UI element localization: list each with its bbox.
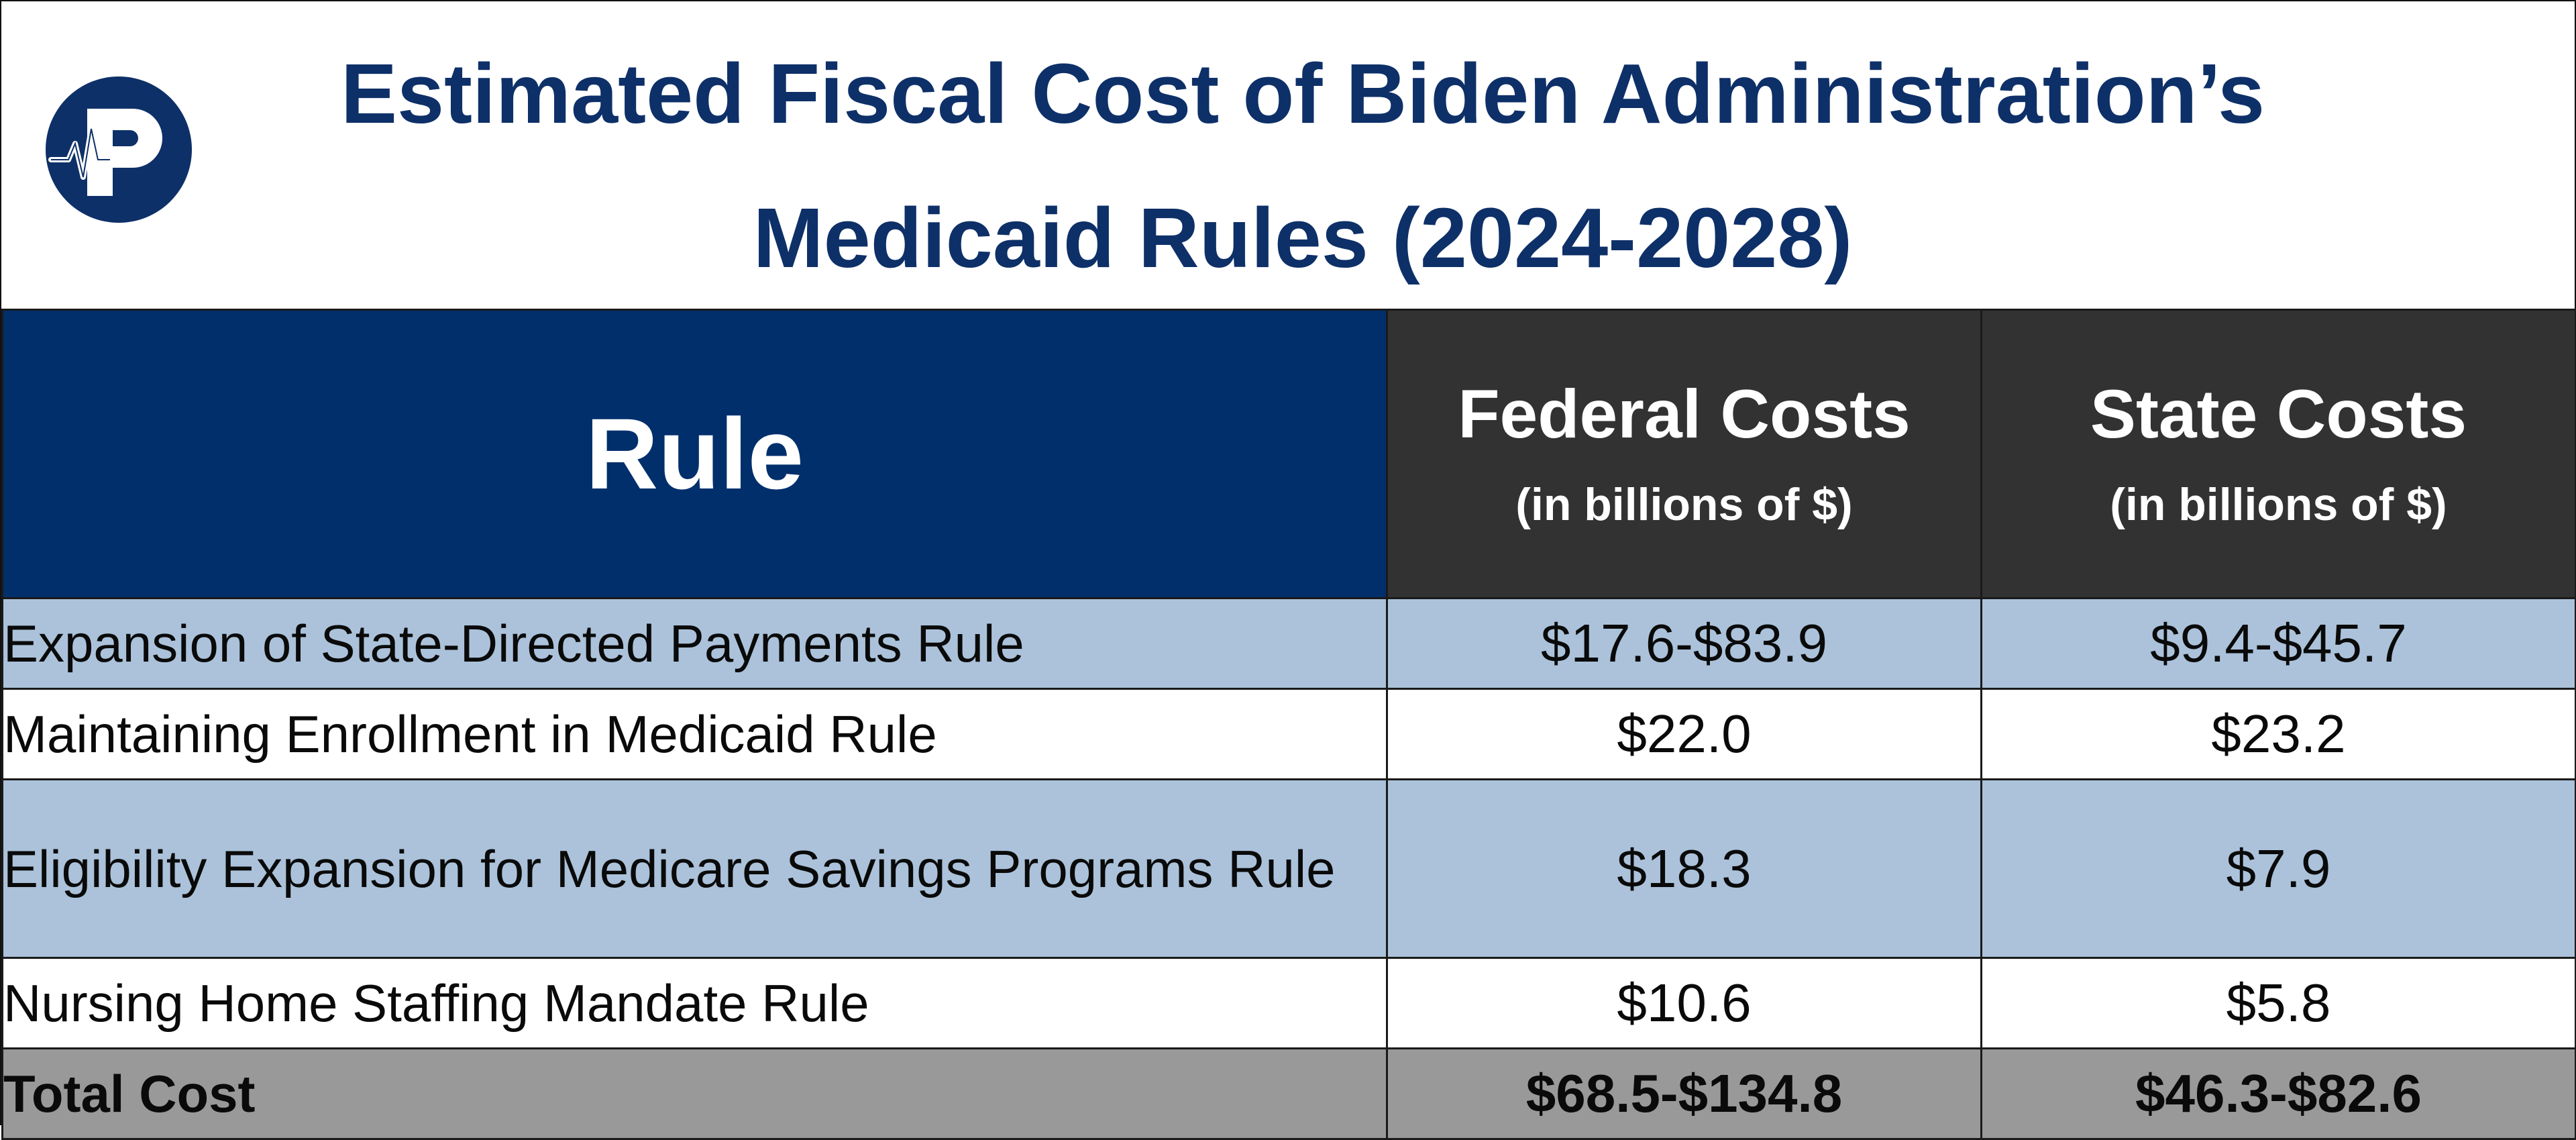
total-state-cell: $46.3-$82.6: [1980, 1047, 2576, 1140]
total-federal-cell: $68.5-$134.8: [1386, 1047, 1982, 1140]
column-header-state-unit: (in billions of $): [2110, 478, 2447, 530]
cost-table: Rule Federal Costs (in billions of $) St…: [1, 309, 2576, 1140]
federal-cost-cell: $22.0: [1386, 688, 1982, 780]
rule-cell: Nursing Home Staffing Mandate Rule: [1, 957, 1388, 1049]
rule-cell: Expansion of State-Directed Payments Rul…: [1, 597, 1388, 690]
column-header-rule-label: Rule: [585, 397, 804, 510]
title-area: Estimated Fiscal Cost of Biden Administr…: [1, 1, 2575, 309]
page-title: Estimated Fiscal Cost of Biden Administr…: [340, 46, 2265, 285]
state-cost-cell: $9.4-$45.7: [1980, 597, 2576, 690]
state-cost-cell: $23.2: [1980, 688, 2576, 780]
column-header-rule: Rule: [1, 309, 1388, 599]
column-header-state: State Costs (in billions of $): [1980, 309, 2576, 599]
total-row: Total Cost $68.5-$134.8 $46.3-$82.6: [1, 1047, 2576, 1140]
table-row: Maintaining Enrollment in Medicaid Rule …: [1, 688, 2576, 780]
state-cost-cell: $7.9: [1980, 778, 2576, 959]
table-row: Eligibility Expansion for Medicare Savin…: [1, 778, 2576, 959]
header-row: Rule Federal Costs (in billions of $) St…: [1, 309, 2576, 599]
total-label-cell: Total Cost: [1, 1047, 1388, 1140]
federal-cost-cell: $10.6: [1386, 957, 1982, 1049]
column-header-federal-unit: (in billions of $): [1515, 478, 1853, 530]
column-header-state-label: State Costs: [2090, 375, 2467, 452]
rule-cell: Eligibility Expansion for Medicare Savin…: [1, 778, 1388, 959]
column-header-federal: Federal Costs (in billions of $): [1386, 309, 1982, 599]
table-row: Expansion of State-Directed Payments Rul…: [1, 597, 2576, 690]
rule-cell: Maintaining Enrollment in Medicaid Rule: [1, 688, 1388, 780]
state-cost-cell: $5.8: [1980, 957, 2576, 1049]
federal-cost-cell: $17.6-$83.9: [1386, 597, 1982, 690]
table-row: Nursing Home Staffing Mandate Rule $10.6…: [1, 957, 2576, 1049]
column-header-federal-label: Federal Costs: [1458, 375, 1911, 452]
heartbeat-p-logo-icon: [46, 76, 192, 223]
federal-cost-cell: $18.3: [1386, 778, 1982, 959]
